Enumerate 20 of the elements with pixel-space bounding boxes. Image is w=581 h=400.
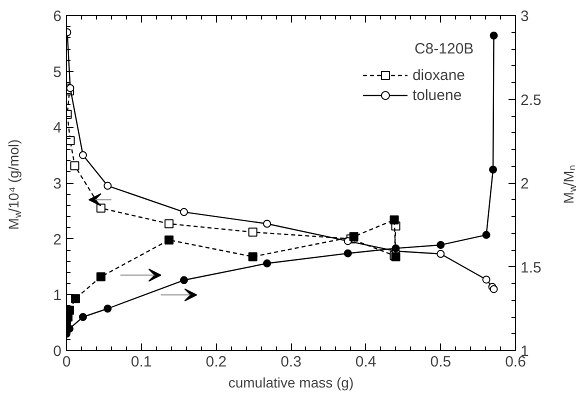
- annotation: C8-120B: [414, 40, 474, 58]
- y2-tick-label: 1.5: [520, 259, 542, 276]
- y2-tick-label: 3: [520, 8, 529, 25]
- x-tick-label: 0.1: [130, 354, 152, 370]
- y2-tick-label: 2: [520, 176, 529, 192]
- y2-tick-label: 2.5: [520, 92, 542, 109]
- x-tick-label: 0.5: [430, 354, 452, 370]
- y-tick-label: 0: [53, 343, 62, 360]
- y-tick-label: 5: [53, 64, 62, 81]
- y-tick-label: 4: [53, 120, 62, 137]
- x-tick-label: 0.2: [206, 354, 227, 370]
- x-axis-title: cumulative mass (g): [228, 374, 354, 390]
- y-tick-label: 1: [53, 287, 62, 304]
- y-tick-label: 6: [53, 8, 62, 25]
- y-tick-label: 2: [53, 231, 62, 248]
- x-tick-label: 0.4: [355, 354, 376, 370]
- legend-label: toluene: [412, 86, 462, 104]
- y-tick-label: 3: [53, 176, 62, 192]
- legend-label: dioxane: [412, 66, 465, 84]
- x-tick-label: 0.3: [280, 354, 302, 370]
